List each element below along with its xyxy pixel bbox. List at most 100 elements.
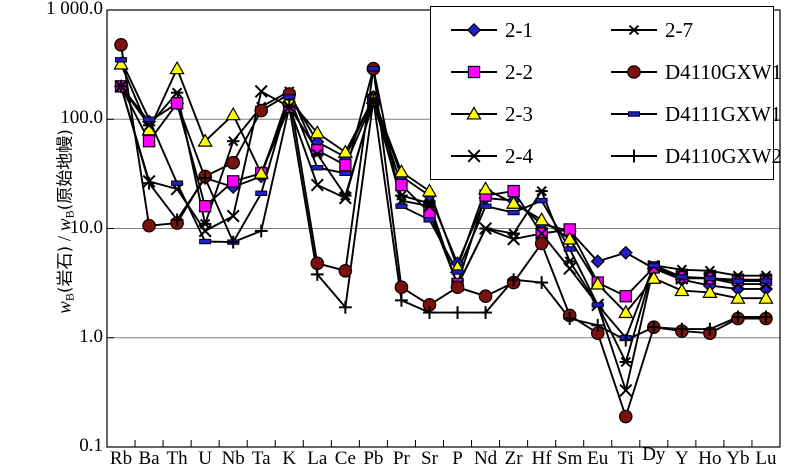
data-point — [674, 282, 690, 297]
data-point — [703, 265, 717, 276]
legend-item-2-3[interactable]: 2-3 — [449, 95, 533, 133]
x-tick-label-ce: Ce — [334, 448, 356, 469]
data-point — [507, 209, 520, 216]
data-point — [759, 278, 772, 284]
x-tick-label-nb: Nb — [221, 448, 245, 469]
x-tick-label-k: K — [282, 448, 297, 469]
data-point — [423, 217, 436, 223]
x-stroke — [535, 226, 549, 241]
data-point — [759, 310, 773, 324]
series-points-2-3 — [113, 56, 774, 319]
legend-symbol — [451, 149, 497, 163]
ast-stroke — [676, 264, 688, 275]
ast-stroke — [508, 228, 519, 239]
data-point — [197, 133, 213, 147]
ast-stroke — [628, 24, 640, 36]
data-point — [366, 93, 380, 107]
ast-stroke — [228, 136, 239, 147]
legend-item-2-4[interactable]: 2-4 — [449, 137, 533, 175]
data-point — [337, 144, 353, 158]
data-point — [338, 300, 352, 314]
data-point — [534, 236, 549, 251]
data-point — [619, 383, 633, 397]
data-point — [675, 322, 689, 336]
legend-marker-cross-x-icon — [449, 146, 499, 166]
x-tick-label-eu: Eu — [587, 448, 609, 469]
x-stroke — [254, 84, 268, 98]
legend-marker — [466, 22, 482, 38]
data-point — [170, 97, 184, 110]
data-point — [198, 171, 212, 185]
legend-label: 2-4 — [505, 143, 533, 168]
data-point — [619, 333, 633, 347]
data-point — [311, 144, 324, 157]
legend-marker — [627, 149, 641, 163]
data-point — [563, 312, 577, 325]
data-point — [142, 120, 156, 131]
legend-item-2-2[interactable]: 2-2 — [449, 53, 533, 91]
data-point — [198, 218, 212, 230]
x-stroke — [226, 209, 240, 223]
legend-item-2-7[interactable]: 2-7 — [609, 11, 693, 49]
y-tick-label: 0.1 — [79, 435, 103, 456]
data-point — [535, 226, 549, 241]
legend-marker — [467, 149, 481, 163]
data-point — [618, 409, 633, 424]
data-point — [675, 264, 689, 275]
x-tick-label-yb: Yb — [726, 448, 750, 469]
legend-marker-plus-icon — [609, 146, 659, 166]
data-point — [114, 79, 128, 93]
data-point — [703, 275, 716, 282]
x-tick-label-nd: Nd — [473, 448, 498, 469]
ast-stroke — [620, 356, 631, 368]
data-point — [562, 231, 578, 245]
data-point — [283, 94, 296, 100]
legend-label: D4111GXW1 — [665, 101, 782, 126]
data-point — [395, 203, 408, 209]
data-point — [590, 276, 606, 290]
legend-marker-bar-icon — [609, 104, 659, 124]
ast-stroke — [396, 190, 407, 201]
x-tick-label-ba: Ba — [138, 448, 160, 469]
x-tick-label-la: La — [307, 448, 328, 469]
legend-marker-diamond-icon — [449, 20, 499, 40]
legend-item-d4110gxw2[interactable]: D4110GXW2 — [609, 137, 782, 175]
x-tick-label-dy: Dy — [642, 444, 666, 465]
x-tick-label-pb: Pb — [363, 448, 384, 469]
data-point — [395, 293, 408, 307]
data-point — [590, 254, 605, 269]
data-point — [255, 190, 268, 196]
x-tick-label-u: U — [198, 448, 213, 469]
legend-label: 2-3 — [505, 101, 533, 126]
data-point — [731, 278, 744, 284]
data-point — [113, 56, 129, 70]
data-point — [535, 197, 548, 204]
data-point — [311, 148, 324, 160]
data-point — [171, 180, 184, 186]
data-point — [477, 181, 494, 195]
legend-symbol — [451, 22, 497, 38]
data-point — [563, 256, 576, 267]
data-point — [169, 60, 185, 75]
data-point — [647, 320, 661, 334]
legend-item-d4111gxw1[interactable]: D4111GXW1 — [609, 95, 781, 133]
ast-stroke — [199, 218, 211, 230]
legend-marker — [627, 65, 641, 79]
legend-label: 2-2 — [505, 59, 533, 84]
data-point — [170, 213, 184, 227]
data-point — [254, 224, 268, 238]
legend-marker — [628, 111, 640, 117]
x-tick-label-sr: Sr — [421, 448, 438, 469]
y-tick-label: 10.0 — [69, 216, 103, 238]
x-tick-label-th: Th — [166, 448, 188, 469]
data-point — [451, 306, 464, 319]
legend-item-2-1[interactable]: 2-1 — [449, 11, 533, 49]
data-point — [618, 304, 634, 319]
legend-item-d4110gxw1[interactable]: D4110GXW1 — [609, 53, 782, 91]
data-point — [507, 228, 520, 239]
data-point — [507, 232, 521, 246]
data-point — [339, 190, 352, 201]
data-point — [479, 223, 492, 234]
